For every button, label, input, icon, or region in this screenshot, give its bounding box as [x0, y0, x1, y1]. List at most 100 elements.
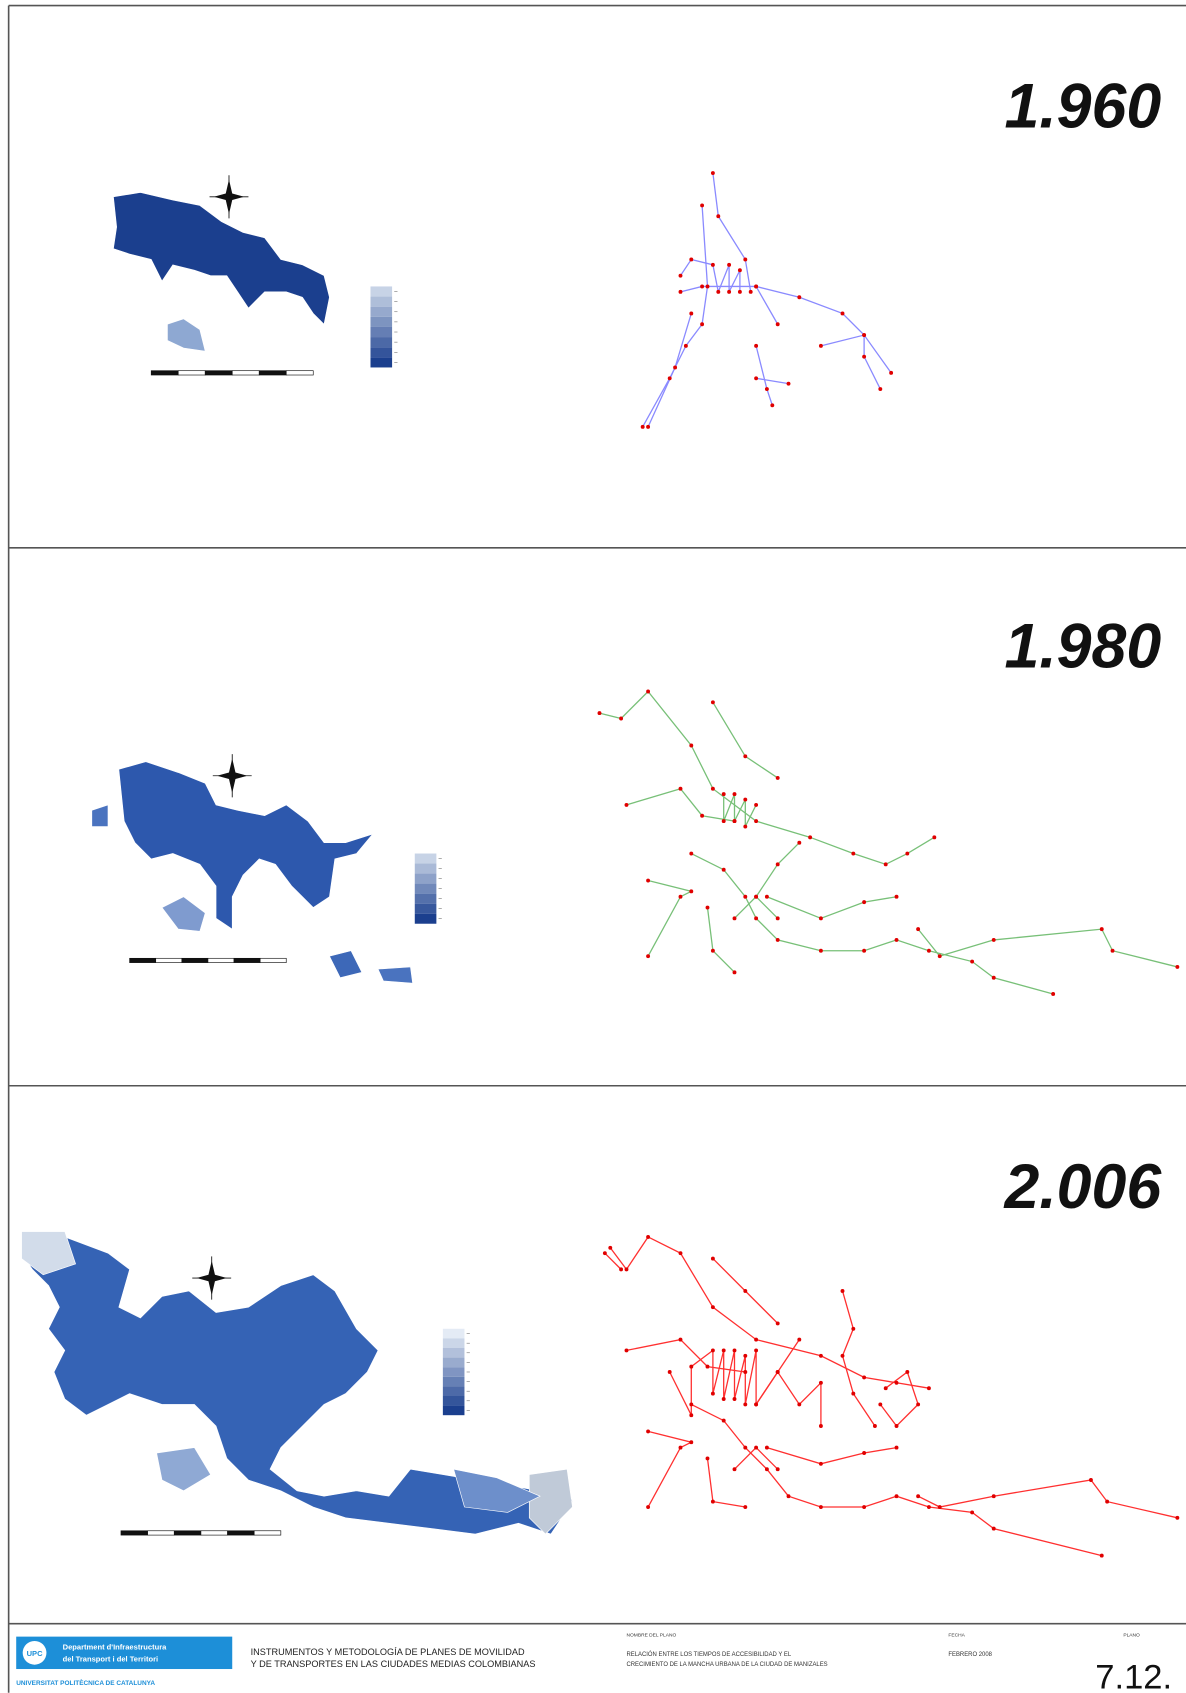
legend-swatch — [443, 1377, 465, 1387]
university: UNIVERSITAT POLITÈCNICA DE CATALUNYA — [16, 1678, 155, 1687]
node — [754, 803, 758, 807]
department: Department d'Infraestructura — [63, 1643, 168, 1652]
node — [895, 1494, 899, 1498]
node — [722, 1419, 726, 1423]
node — [841, 1289, 845, 1293]
node — [851, 1392, 855, 1396]
node — [776, 1467, 780, 1471]
node — [878, 387, 882, 391]
node — [1089, 1478, 1093, 1482]
node — [797, 1402, 801, 1406]
node — [743, 257, 747, 261]
node — [619, 1267, 623, 1271]
node — [765, 1467, 769, 1471]
node — [862, 900, 866, 904]
node — [765, 895, 769, 899]
node — [738, 268, 742, 272]
legend-swatch — [415, 904, 437, 914]
scale-segment — [260, 958, 286, 962]
node — [862, 1375, 866, 1379]
node — [743, 895, 747, 899]
node — [706, 285, 710, 289]
node — [889, 371, 893, 375]
node — [625, 1348, 629, 1352]
legend-swatch — [370, 297, 392, 307]
node — [776, 1370, 780, 1374]
node — [916, 1494, 920, 1498]
node — [700, 814, 704, 818]
node — [819, 1462, 823, 1466]
legend-swatch — [443, 1348, 465, 1358]
node — [689, 1365, 693, 1369]
node — [862, 355, 866, 359]
node — [743, 1370, 747, 1374]
scale-segment — [254, 1531, 281, 1535]
node — [689, 1440, 693, 1444]
legend-swatch — [443, 1406, 465, 1416]
legend-swatch — [415, 884, 437, 894]
node — [700, 285, 704, 289]
legend-swatch — [415, 854, 437, 864]
node — [862, 1505, 866, 1509]
node — [722, 1397, 726, 1401]
plan-name: RELACIÓN ENTRE LOS TIEMPOS DE ACCESIBILI… — [626, 1651, 791, 1658]
scale-segment — [156, 958, 182, 962]
node — [808, 835, 812, 839]
node — [743, 1505, 747, 1509]
node — [851, 1327, 855, 1331]
node — [765, 1446, 769, 1450]
plan-name: CRECIMIENTO DE LA MANCHA URBANA DE LA CI… — [626, 1662, 827, 1668]
node — [938, 1505, 942, 1509]
node — [619, 717, 623, 721]
legend-swatch — [370, 307, 392, 317]
node — [776, 862, 780, 866]
node — [733, 819, 737, 823]
node — [776, 938, 780, 942]
node — [884, 1386, 888, 1390]
logo-box — [16, 1637, 232, 1669]
node — [738, 290, 742, 294]
date-label: FECHA — [948, 1633, 965, 1639]
department: del Transport i del Territori — [63, 1654, 158, 1663]
node — [895, 1446, 899, 1450]
legend-swatch — [370, 286, 392, 296]
plan-name-label: NOMBRE DEL PLANO — [626, 1633, 676, 1639]
legend-swatch — [443, 1386, 465, 1396]
node — [706, 1456, 710, 1460]
node — [641, 425, 645, 429]
node — [733, 916, 737, 920]
node — [754, 376, 758, 380]
node — [1100, 1554, 1104, 1558]
plan-number-label: PLANO — [1123, 1633, 1140, 1639]
legend-swatch — [443, 1338, 465, 1348]
scale-segment — [130, 958, 156, 962]
logo-text: UPC — [27, 1649, 43, 1658]
node — [646, 879, 650, 883]
node — [776, 776, 780, 780]
node — [608, 1246, 612, 1250]
node — [905, 852, 909, 856]
node — [625, 1267, 629, 1271]
node — [787, 382, 791, 386]
node — [679, 895, 683, 899]
node — [689, 312, 693, 316]
legend-swatch — [443, 1358, 465, 1368]
scale-segment — [178, 371, 205, 375]
node — [689, 852, 693, 856]
legend-swatch — [443, 1367, 465, 1377]
node — [679, 1338, 683, 1342]
scale-segment — [205, 371, 232, 375]
node — [646, 1235, 650, 1239]
node — [754, 1402, 758, 1406]
node — [679, 1446, 683, 1450]
node — [749, 290, 753, 294]
node — [754, 895, 758, 899]
node — [679, 1251, 683, 1255]
plan-number: 7.12. — [1095, 1658, 1172, 1693]
node — [754, 285, 758, 289]
node — [646, 690, 650, 694]
node — [684, 344, 688, 348]
date: FEBRERO 2008 — [948, 1652, 992, 1658]
node — [754, 819, 758, 823]
scale-bar — [130, 958, 287, 962]
